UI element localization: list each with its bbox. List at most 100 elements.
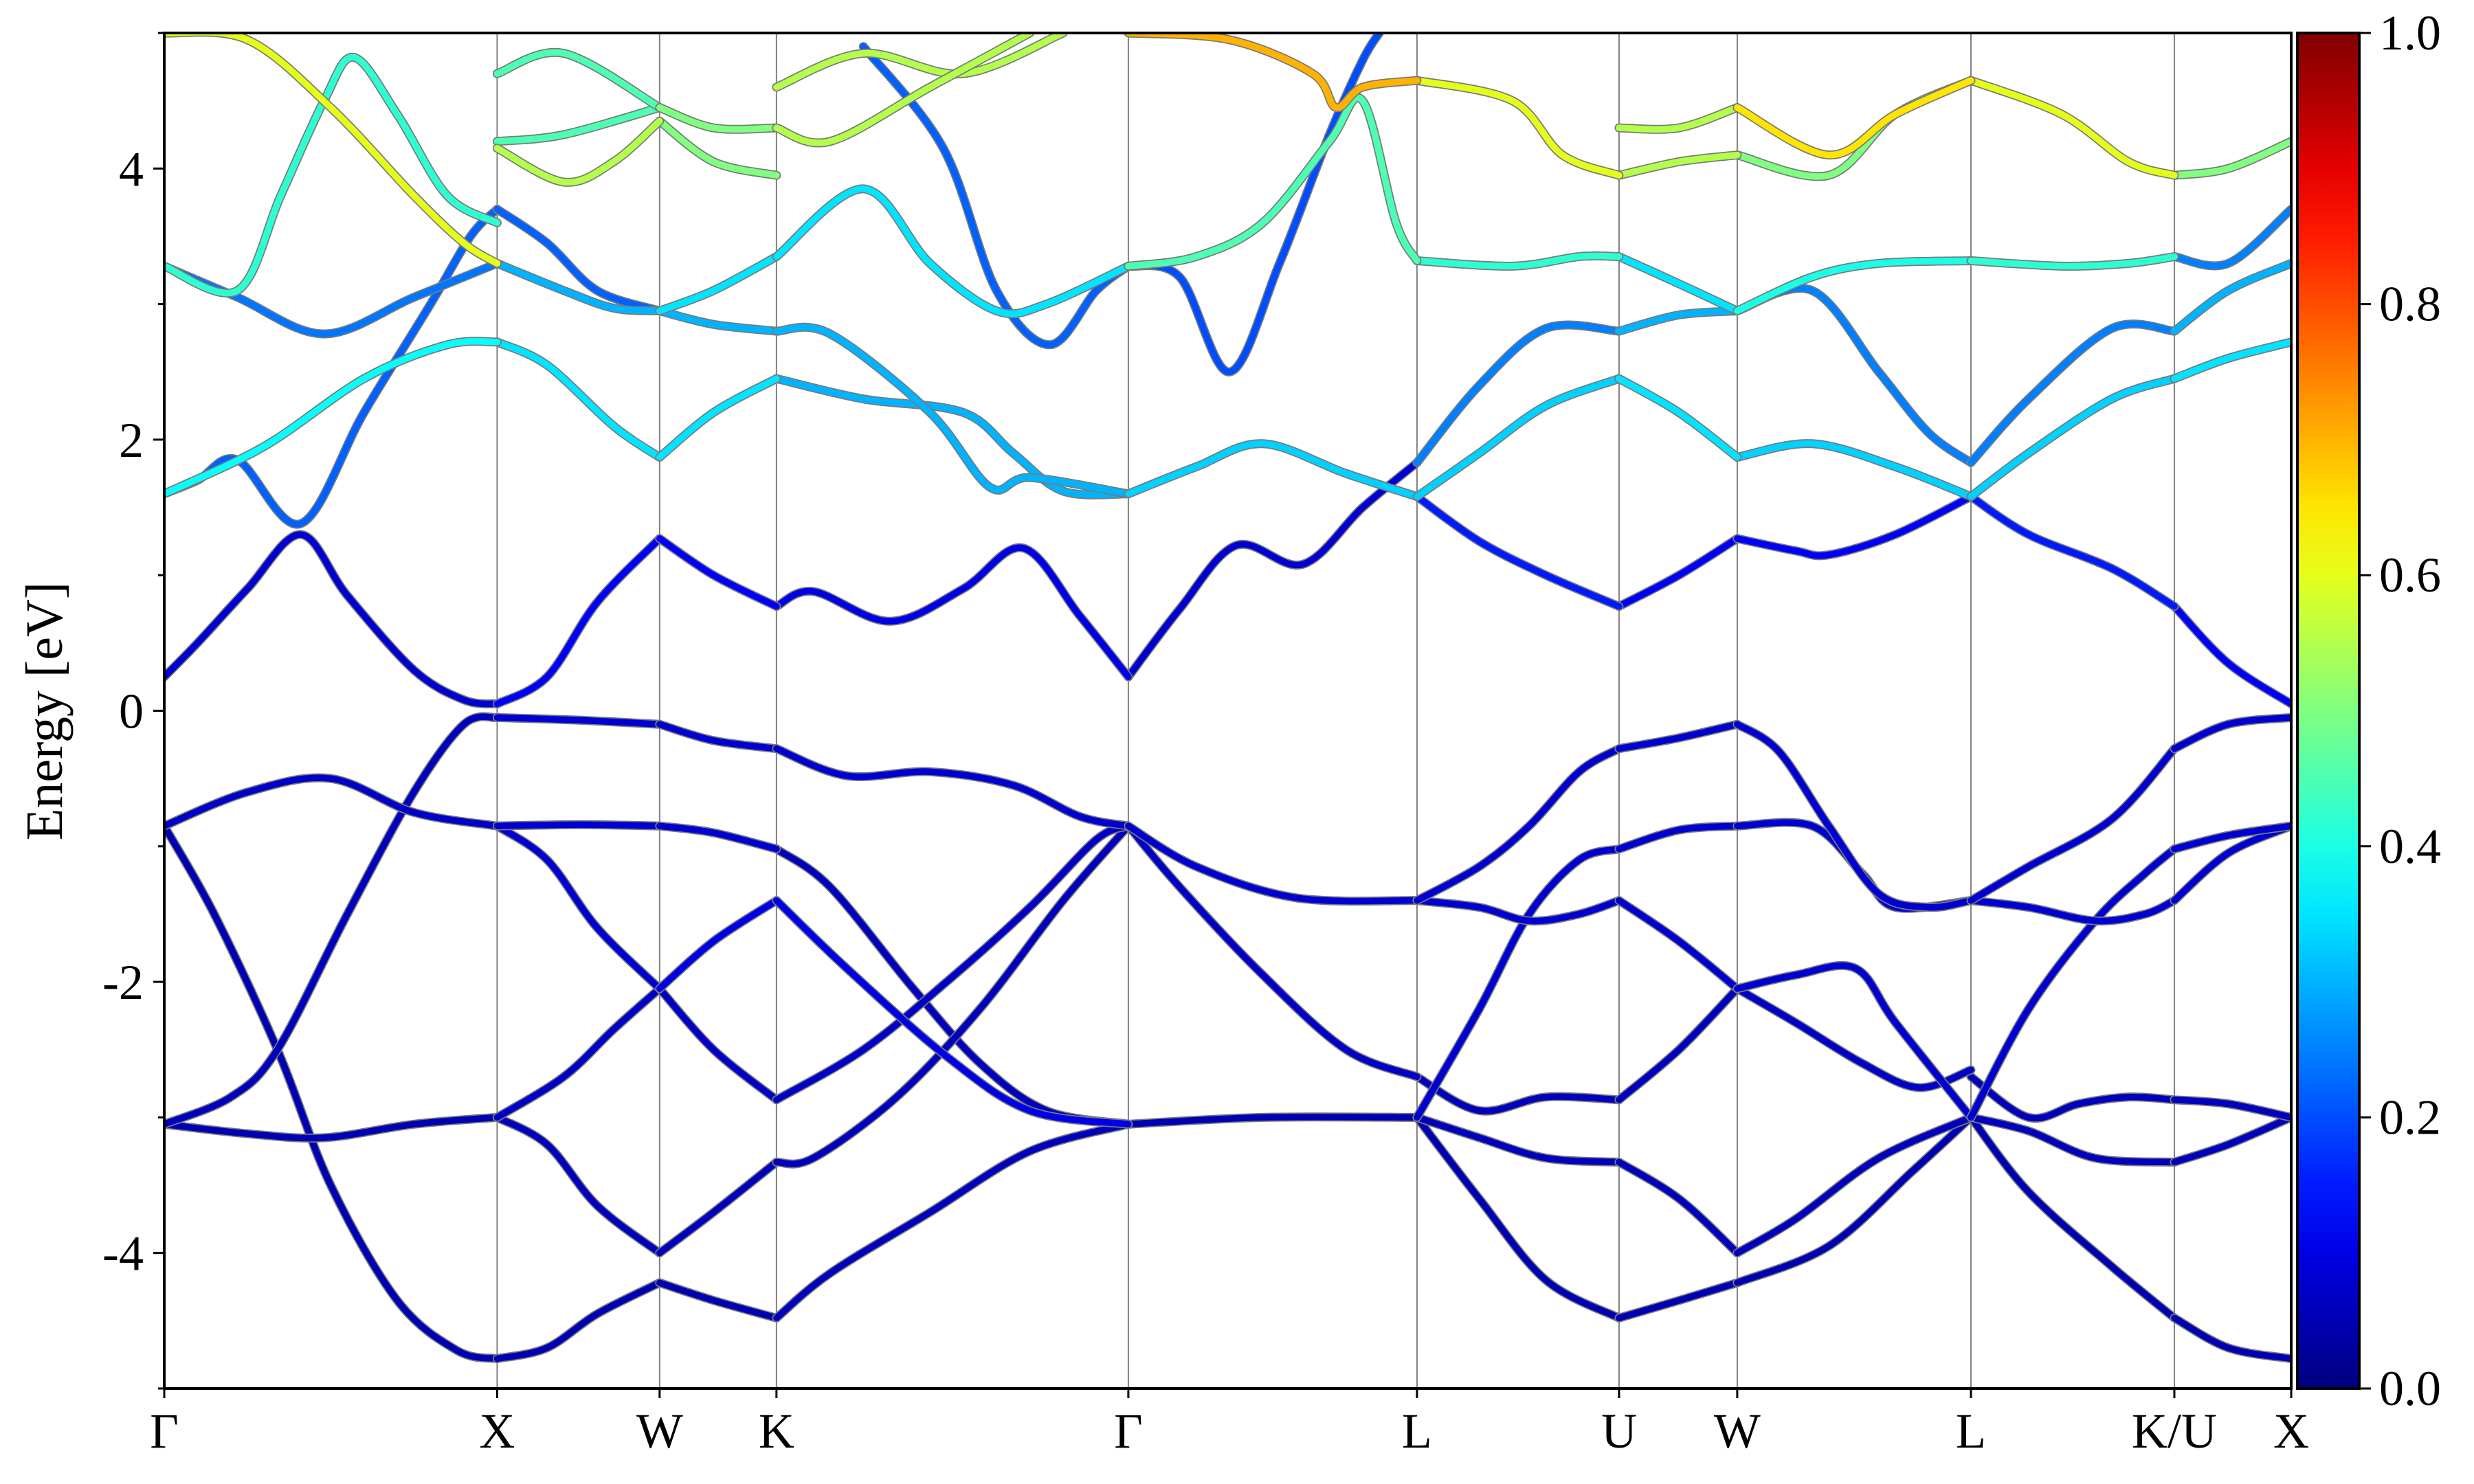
- band-line: [1414, 252, 1623, 270]
- band-line: [1734, 1114, 1974, 1257]
- band-line: [773, 1121, 1132, 1322]
- band-line: [1414, 1114, 1623, 1166]
- x-tick-label: W: [636, 1404, 683, 1459]
- band-line-outline: [1966, 76, 2179, 180]
- band-line: [773, 822, 1132, 1167]
- band-line: [1414, 77, 1623, 179]
- band-line: [773, 822, 1132, 1103]
- bands: [164, 33, 2291, 1364]
- band-line: [493, 205, 663, 315]
- band-line-outline: [1124, 439, 1422, 502]
- colorbar: 0.0 0.2 0.4 0.6 0.8 1.0: [2296, 5, 2441, 1416]
- band-line-outline: [1966, 844, 2179, 1122]
- band-line: [1968, 77, 2178, 179]
- colorbar-tick-label: 0.8: [2379, 277, 2441, 332]
- band-line: [773, 897, 1132, 1128]
- band-line-outline: [164, 821, 502, 1364]
- band-line: [1734, 962, 1974, 1121]
- band-line: [493, 714, 663, 728]
- band-line: [1616, 104, 1741, 133]
- band-line: [493, 985, 663, 1121]
- band-line-outline: [1124, 33, 1384, 376]
- band-line: [493, 260, 663, 315]
- band-line: [1125, 459, 1420, 680]
- band-line: [1968, 1114, 2178, 1166]
- band-line: [656, 253, 780, 315]
- band-line: [2171, 260, 2291, 335]
- band-line: [493, 821, 663, 829]
- band-line: [1968, 1114, 2178, 1322]
- band-line: [1734, 77, 1974, 159]
- band-line: [493, 1114, 663, 1257]
- band-line-outline: [772, 821, 1133, 1169]
- colorbar-tick-label: 0.0: [2379, 1361, 2441, 1416]
- band-line: [164, 774, 501, 829]
- band-line: [1968, 253, 2178, 270]
- band-line: [493, 104, 663, 145]
- y-tick-label: -4: [102, 1226, 144, 1281]
- band-line-outline: [2170, 205, 2291, 271]
- band-line: [2171, 1114, 2291, 1166]
- band-line: [2171, 138, 2291, 179]
- band-line: [1616, 985, 1741, 1103]
- band-line: [773, 745, 1132, 829]
- band-line: [656, 822, 780, 853]
- band-line: [656, 1279, 780, 1322]
- band-line: [493, 49, 663, 111]
- band-line: [493, 535, 663, 708]
- band-line: [656, 721, 780, 752]
- band-line: [656, 104, 780, 133]
- y-tick-label: -2: [102, 955, 144, 1010]
- band-line: [164, 713, 501, 1128]
- band-line: [164, 54, 501, 297]
- band-line: [1125, 33, 1420, 111]
- band-line: [1125, 822, 1420, 1080]
- band-line: [860, 43, 1132, 348]
- band-line: [1616, 721, 1741, 752]
- band-line-outline: [1124, 821, 1422, 1081]
- x-tick-label: K/U: [2132, 1404, 2217, 1459]
- band-line: [164, 822, 501, 1362]
- band-line: [1968, 845, 2178, 1121]
- x-tick-label: W: [1714, 1404, 1761, 1459]
- band-line: [1616, 535, 1741, 610]
- band-line-outline: [1732, 961, 1976, 1122]
- band-line: [164, 337, 501, 497]
- band-line: [1414, 322, 1623, 466]
- band-line: [164, 33, 501, 267]
- band-line: [164, 531, 501, 708]
- band-line-outline: [772, 896, 1133, 1129]
- band-line-outline: [1732, 1112, 1976, 1288]
- band-line-outline: [2170, 602, 2291, 709]
- band-line: [773, 324, 1132, 497]
- band-line: [493, 1279, 663, 1362]
- band-line: [1125, 440, 1420, 500]
- band-line: [1734, 493, 1974, 559]
- band-line: [1734, 1114, 1974, 1286]
- band-line: [1616, 307, 1741, 335]
- x-tick-label: K: [759, 1404, 794, 1459]
- band-line: [493, 117, 663, 186]
- band-line: [1414, 1114, 1623, 1322]
- band-line: [773, 544, 1132, 680]
- y-axis-title: Energy [eV]: [16, 582, 74, 840]
- band-line: [1125, 822, 1420, 905]
- band-line: [1125, 94, 1420, 270]
- band-line: [1616, 375, 1741, 461]
- band-line: [2171, 1097, 2291, 1121]
- band-line: [1734, 721, 1974, 911]
- colorbar-tick-label: 0.4: [2379, 819, 2441, 874]
- band-line: [2171, 339, 2291, 382]
- band-line-outline: [1412, 744, 1624, 906]
- band-line: [1414, 845, 1623, 1121]
- y-tick-label: 0: [119, 684, 144, 739]
- band-line: [2171, 1314, 2291, 1362]
- y-tick-label: 2: [119, 413, 144, 468]
- band-line: [493, 339, 663, 461]
- band-line: [656, 375, 780, 461]
- band-line: [164, 1114, 501, 1142]
- plot-frame: [163, 32, 2293, 1390]
- y-tick-label: 4: [119, 142, 144, 196]
- y-axis: -4 -2 0 2 4: [102, 32, 164, 1390]
